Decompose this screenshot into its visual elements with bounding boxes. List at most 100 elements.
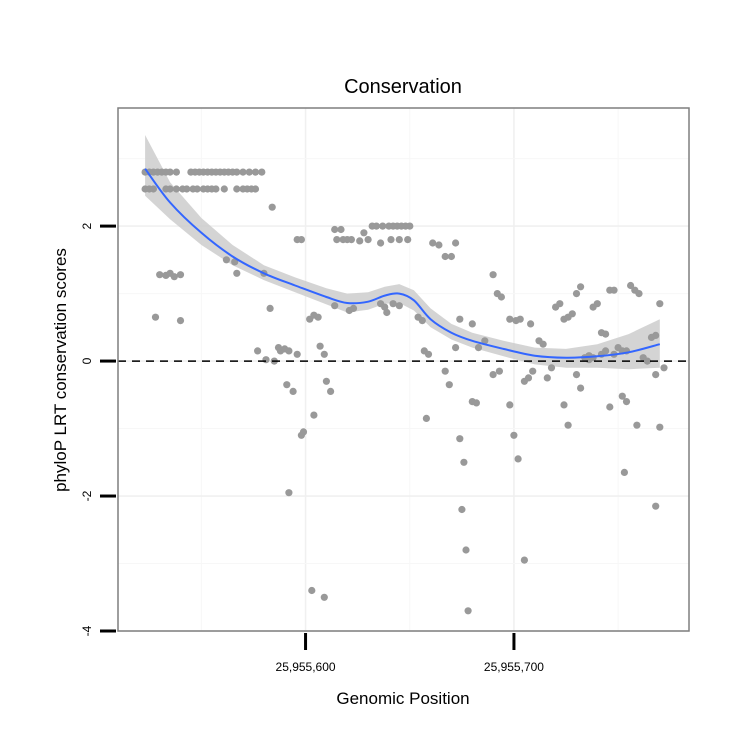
- x-axis-label: Genomic Position: [336, 689, 469, 708]
- data-point: [539, 340, 547, 348]
- data-point: [389, 300, 397, 308]
- data-point: [456, 315, 464, 323]
- data-point: [633, 421, 641, 429]
- data-point: [233, 185, 241, 193]
- data-point: [320, 350, 328, 358]
- confidence-band-layer: [145, 135, 660, 370]
- data-point: [464, 607, 472, 615]
- data-point: [543, 374, 551, 382]
- data-point: [222, 256, 230, 264]
- x-axis: 25,955,600 25,955,700: [276, 633, 544, 674]
- data-point: [635, 290, 643, 298]
- data-point: [481, 337, 489, 345]
- data-point: [462, 546, 470, 554]
- data-point: [395, 236, 403, 244]
- data-point: [347, 236, 355, 244]
- data-point: [606, 403, 614, 411]
- data-point: [316, 342, 324, 350]
- data-point: [547, 364, 556, 372]
- data-point: [285, 347, 293, 355]
- data-point: [387, 236, 395, 244]
- data-point: [568, 310, 576, 318]
- data-point: [514, 455, 522, 463]
- data-point: [429, 239, 437, 247]
- data-point: [556, 300, 564, 308]
- data-point: [172, 185, 180, 193]
- data-point: [495, 367, 503, 375]
- data-point: [404, 236, 412, 244]
- data-point: [577, 384, 585, 392]
- data-point: [489, 271, 497, 279]
- data-point: [652, 331, 660, 339]
- data-point: [456, 435, 464, 443]
- data-point: [266, 304, 274, 312]
- data-point: [618, 392, 626, 400]
- data-point: [656, 300, 664, 308]
- scatter-points: [141, 168, 668, 615]
- y-tick-label: 2: [80, 222, 94, 229]
- data-point: [377, 239, 385, 247]
- data-point: [435, 241, 443, 249]
- data-point: [524, 374, 533, 382]
- data-point: [349, 304, 358, 312]
- data-point: [627, 281, 635, 290]
- data-point: [572, 371, 581, 379]
- data-point: [299, 428, 308, 436]
- x-tick-label: 25,955,700: [484, 660, 544, 674]
- smooth-trend-line: [144, 168, 661, 359]
- data-point: [610, 286, 618, 294]
- data-point: [656, 423, 664, 431]
- data-point: [468, 320, 476, 328]
- data-point: [422, 414, 430, 422]
- data-point: [452, 239, 460, 247]
- data-point: [268, 203, 276, 211]
- data-point: [620, 468, 629, 476]
- data-point: [262, 356, 270, 364]
- data-point: [308, 586, 316, 595]
- data-point: [176, 271, 185, 279]
- data-point: [333, 236, 341, 244]
- data-point: [474, 344, 483, 352]
- data-point: [441, 252, 449, 261]
- data-point: [652, 502, 660, 510]
- data-point: [322, 377, 330, 385]
- data-point: [622, 398, 631, 406]
- data-point: [297, 236, 305, 244]
- data-point: [372, 222, 380, 230]
- data-point: [172, 168, 180, 176]
- data-point: [460, 458, 468, 466]
- data-point: [166, 168, 174, 176]
- data-point: [251, 168, 260, 176]
- data-point: [497, 293, 505, 301]
- data-point: [516, 315, 524, 323]
- data-point: [320, 593, 328, 601]
- data-point: [233, 269, 241, 277]
- data-point: [602, 330, 610, 338]
- data-point: [643, 357, 651, 365]
- data-point: [356, 237, 364, 245]
- data-point: [520, 556, 529, 564]
- data-point: [314, 313, 322, 321]
- data-point: [151, 313, 160, 321]
- data-point: [364, 236, 372, 244]
- data-point: [489, 371, 497, 379]
- data-point: [424, 350, 433, 358]
- data-point: [331, 302, 339, 310]
- x-tick-label: 25,955,600: [276, 660, 336, 674]
- data-point: [245, 168, 253, 176]
- plot-panel: [117, 107, 690, 632]
- data-point: [220, 185, 228, 193]
- data-point: [458, 505, 466, 514]
- data-point: [233, 168, 241, 176]
- data-point: [239, 168, 247, 176]
- data-point: [251, 185, 260, 193]
- data-point: [289, 387, 297, 395]
- data-point: [660, 364, 668, 372]
- y-axis-label: phyloP LRT conservation scores: [51, 248, 70, 492]
- data-point: [379, 222, 387, 230]
- y-tick-label: -2: [80, 490, 94, 501]
- data-point: [506, 315, 514, 323]
- data-point: [564, 421, 572, 429]
- data-point: [331, 225, 339, 234]
- data-point: [183, 185, 191, 193]
